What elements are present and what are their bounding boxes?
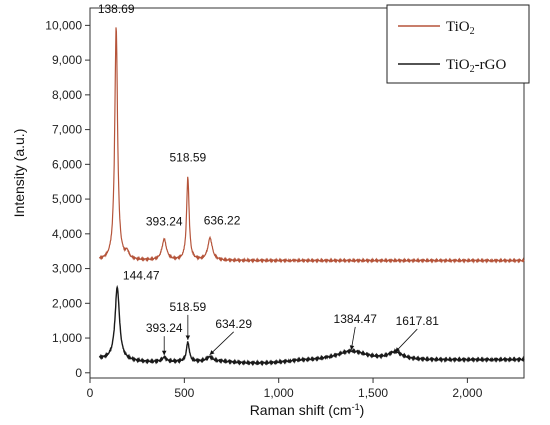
peak-label: 518.59	[170, 151, 207, 165]
legend-label-tio2: TiO2	[446, 19, 475, 37]
x-axis-ticks: 0 500 1,000 1,500 2,000	[87, 378, 483, 400]
peak-label: 1384.47	[334, 312, 378, 326]
peak-arrowhead	[185, 335, 191, 340]
peak-arrow	[394, 328, 418, 353]
y-axis-ticks: 0 1,000 2,000 3,000 4,000 5,000 6,000 7,000 8,00…	[45, 18, 90, 380]
x-tick-label: 500	[174, 386, 194, 400]
peak-arrowhead	[395, 347, 400, 353]
peak-label: 393.24	[146, 321, 183, 335]
y-tick-label: 5,000	[52, 192, 82, 206]
peak-arrow	[209, 331, 234, 356]
x-tick-label: 2,000	[452, 386, 482, 400]
y-tick-label: 3,000	[52, 262, 82, 276]
plot-frame	[89, 7, 525, 379]
y-axis-title: Intensity (a.u.)	[11, 129, 27, 218]
y-tick-label: 6,000	[52, 157, 82, 171]
y-tick-label: 2,000	[52, 296, 82, 310]
legend-label-tio2-rgo: TiO2-rGO	[446, 57, 506, 75]
peak-label: 634.29	[215, 317, 252, 331]
peak-arrowhead	[209, 350, 215, 355]
x-axis-title: Raman shift (cm-1)	[250, 402, 365, 418]
series-line-tio2	[98, 27, 525, 264]
peak-label: 1617.81	[396, 314, 440, 328]
peak-label: 518.59	[170, 300, 207, 314]
y-tick-label: 10,000	[45, 18, 82, 32]
y-tick-label: 8,000	[52, 88, 82, 102]
x-tick-label: 0	[87, 386, 94, 400]
x-tick-label: 1,500	[358, 386, 388, 400]
y-tick-label: 0	[75, 366, 82, 380]
y-tick-label: 9,000	[52, 53, 82, 67]
legend-box	[386, 4, 530, 84]
y-tick-label: 7,000	[52, 123, 82, 137]
peak-arrowhead	[161, 350, 167, 356]
series-line-tio2-rgo	[98, 284, 525, 367]
peak-label: 636.22	[204, 213, 241, 227]
x-tick-label: 1,000	[264, 386, 294, 400]
peak-label: 138.69	[98, 2, 135, 16]
peak-label: 393.24	[146, 215, 183, 229]
y-tick-label: 1,000	[52, 331, 82, 345]
peak-arrowhead	[349, 345, 355, 350]
y-tick-label: 4,000	[52, 227, 82, 241]
peak-label: 144.47	[123, 268, 160, 282]
peak-labels: 138.69 393.24 518.59 636.22 144.47 393.24 518.…	[98, 2, 440, 356]
series-layer	[98, 27, 525, 367]
legend: TiO2 TiO2-rGO	[386, 4, 530, 84]
